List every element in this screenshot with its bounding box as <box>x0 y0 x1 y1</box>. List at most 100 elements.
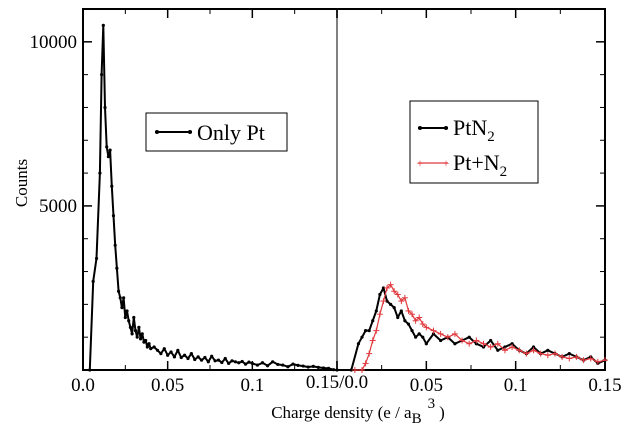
series-layer <box>88 23 608 373</box>
data-point <box>444 334 451 341</box>
data-point <box>106 155 110 159</box>
data-point <box>149 347 153 351</box>
data-point <box>387 281 394 288</box>
data-point <box>216 358 221 362</box>
x-tick-label: 0.05 <box>410 375 443 396</box>
data-point <box>108 148 112 152</box>
ticks-layer: 5000 10000 0.0 0.05 0.1 0.05 0.1 0.15 <box>30 9 622 396</box>
data-point <box>374 309 378 313</box>
data-point <box>276 362 280 367</box>
data-point <box>356 342 361 346</box>
data-point <box>210 354 214 358</box>
data-point <box>349 368 353 372</box>
data-point <box>453 342 457 346</box>
data-point <box>373 327 380 334</box>
legend-label-only-pt: Only Pt <box>197 120 265 145</box>
svg-text:+: + <box>417 156 424 170</box>
data-point <box>559 353 566 360</box>
data-point <box>237 361 241 365</box>
data-point <box>405 307 412 314</box>
data-point <box>116 289 121 293</box>
data-point <box>371 319 375 323</box>
data-point <box>286 365 290 369</box>
data-point <box>144 338 148 343</box>
data-point <box>530 347 537 354</box>
data-point <box>367 329 371 333</box>
data-point <box>123 315 127 320</box>
data-point <box>487 344 494 351</box>
legend-label-pt-n2: Pt+N2 <box>453 150 507 180</box>
data-point <box>138 337 143 341</box>
data-point <box>496 348 500 352</box>
data-point <box>118 296 122 300</box>
data-point <box>399 309 403 313</box>
data-point <box>120 306 124 310</box>
data-point <box>378 292 382 297</box>
data-point <box>176 348 180 352</box>
data-point <box>122 296 126 300</box>
legend-only-pt: Only Pt <box>145 112 288 152</box>
data-point <box>501 347 508 354</box>
data-point <box>523 350 530 357</box>
data-point <box>100 73 104 77</box>
data-point <box>260 361 265 365</box>
data-point <box>594 358 601 365</box>
x-tick-label-separator: 0.15/0.0 <box>306 372 368 393</box>
data-point <box>271 360 275 364</box>
data-point <box>169 350 173 354</box>
data-point <box>366 350 373 357</box>
data-point <box>384 284 391 291</box>
x-tick-label: 0.1 <box>504 375 528 396</box>
data-point <box>409 311 416 318</box>
y-axis-label: Counts <box>12 159 31 207</box>
data-point <box>91 279 95 283</box>
data-point <box>98 171 102 175</box>
data-point <box>516 347 523 354</box>
data-point <box>363 329 368 333</box>
data-point <box>380 298 387 305</box>
data-point <box>359 367 366 373</box>
data-point <box>389 302 393 306</box>
data-point <box>376 311 383 318</box>
data-point <box>401 294 408 301</box>
data-point <box>172 355 177 359</box>
data-point <box>183 353 187 357</box>
data-point <box>291 362 295 366</box>
series-line-right-1 <box>354 284 606 371</box>
data-point <box>155 348 160 352</box>
data-point <box>417 332 421 336</box>
data-point <box>394 291 401 298</box>
data-point <box>111 214 116 218</box>
x-tick-label: 0.15 <box>588 375 621 396</box>
data-point <box>430 327 437 334</box>
data-point <box>439 338 443 343</box>
data-point <box>566 355 573 362</box>
data-point <box>196 355 200 359</box>
legend-label-ptn2: PtN2 <box>453 115 495 145</box>
data-point <box>326 366 331 370</box>
data-point <box>414 335 418 339</box>
data-point <box>451 330 458 337</box>
data-point <box>227 361 231 366</box>
data-point <box>481 345 486 349</box>
data-point <box>473 337 480 344</box>
data-point <box>265 364 270 368</box>
data-point <box>369 337 376 344</box>
data-point <box>360 335 364 339</box>
data-point <box>130 332 134 336</box>
data-point <box>113 243 117 247</box>
data-point <box>510 342 514 346</box>
x-axis-label: Charge density (e / aB3) <box>271 396 445 427</box>
data-point <box>306 365 310 369</box>
data-point <box>403 319 407 323</box>
data-point <box>94 256 99 261</box>
data-point <box>101 23 105 28</box>
data-point <box>193 357 197 362</box>
data-point <box>301 364 305 368</box>
data-point <box>437 330 444 337</box>
data-point <box>147 342 151 346</box>
x-tick-label: 0.05 <box>151 375 184 396</box>
data-point <box>587 355 594 362</box>
data-point <box>127 319 131 323</box>
data-point <box>494 340 501 347</box>
